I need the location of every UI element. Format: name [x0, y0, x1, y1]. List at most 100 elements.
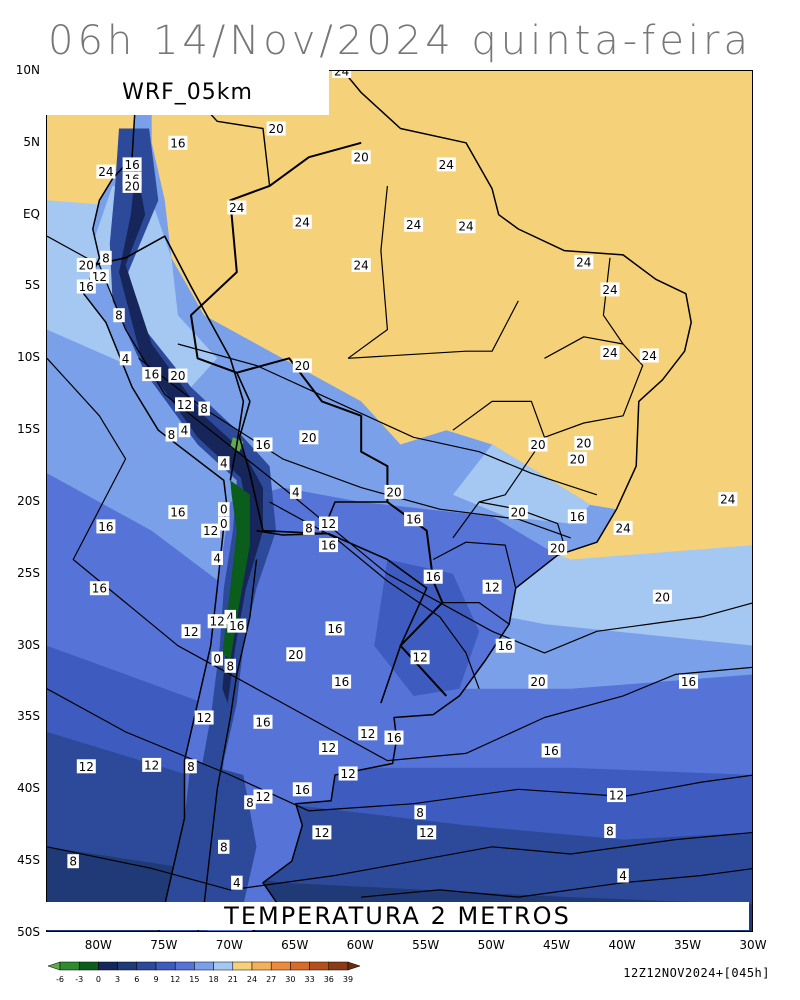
contour-label: 8: [198, 401, 210, 416]
contour-label-value: 4: [122, 352, 130, 366]
contour-label-bg: [613, 520, 633, 535]
longitude-label: 80W: [84, 938, 112, 952]
contour-label-value: 12: [144, 758, 159, 772]
contour-label-bg: [639, 348, 659, 363]
colorbar-tick-label: 21: [228, 975, 238, 984]
isotherm-16-inland: [269, 501, 480, 690]
land-warm-zone: [151, 71, 692, 510]
contour-label: 20: [266, 121, 286, 136]
colorbar-tick-label: -3: [75, 975, 83, 984]
contour-label: 24: [351, 258, 371, 273]
peru-border: [92, 235, 245, 481]
contour-label-value: 16: [386, 731, 401, 745]
isotherm-12-ocean: [47, 688, 752, 812]
contour-label-bg: [76, 279, 96, 294]
contour-label: 8: [185, 759, 197, 774]
contour-label-bg: [417, 825, 437, 840]
contour-label: 16: [567, 509, 587, 524]
longitude-label: 45W: [543, 938, 571, 952]
contour-label-value: 4: [220, 457, 228, 471]
contour-label: 4: [178, 423, 191, 438]
contour-label-value: 20: [170, 369, 185, 383]
contour-label-bg: [319, 538, 338, 553]
contour-label-value: 8: [606, 825, 614, 839]
contour-label-bg: [600, 345, 620, 360]
contour-label-bg: [253, 789, 273, 804]
contour-label-value: 8: [246, 796, 254, 810]
contour-label: 20: [299, 430, 319, 445]
contour-label: 12: [358, 726, 378, 741]
map-title: 06h 14/Nov/2024 quinta-feira: [48, 18, 752, 64]
contour-label: 8: [67, 854, 79, 869]
map-canvas: 2416202024162416202424242482024122416248…: [47, 71, 752, 931]
contour-label-value: 20: [79, 259, 94, 273]
contour-label-bg: [325, 621, 345, 636]
contour-label: 8: [224, 658, 236, 673]
contour-label-value: 16: [321, 539, 336, 553]
contour-label: 8: [100, 250, 112, 265]
contour-label: 12: [312, 825, 332, 840]
contour-label-bg: [119, 351, 132, 366]
contour-label-bg: [185, 759, 197, 774]
andes-high: [119, 164, 263, 704]
contour-label-bg: [142, 757, 162, 772]
contour-label-value: 12: [321, 517, 336, 531]
contour-label-bg: [600, 282, 620, 297]
colorbar-tick-label: 30: [285, 975, 295, 984]
contour-label-bg: [482, 579, 502, 594]
colorbar-swatch: [309, 961, 330, 971]
contour-label-value: 12: [340, 767, 355, 781]
contour-label-value: 8: [187, 760, 195, 774]
run-info: 12Z12NOV2024+[045h]: [623, 966, 770, 980]
contour-label-value: 4: [233, 876, 241, 890]
contour-label-value: 12: [419, 826, 434, 840]
temperature-colorbar: -6 -3 0 3 6 9 12 15 18 21 24 27 30 33 36 39: [47, 961, 361, 984]
contour-label-value: 12: [609, 789, 624, 803]
contour-label-bg: [181, 624, 201, 639]
contour-label-value: 16: [255, 438, 270, 452]
contour-label-bg: [211, 551, 223, 565]
contour-label-bg: [142, 367, 162, 382]
contour-label: 20: [548, 541, 568, 556]
colorbar-tick-label: 36: [324, 975, 334, 984]
contour-label-bg: [404, 217, 424, 232]
contour-label: 16: [495, 638, 515, 653]
contour-label: 8: [303, 520, 315, 535]
contour-label: 8: [218, 839, 230, 854]
contour-label-value: 0: [220, 503, 228, 517]
contour-label-value: 24: [98, 165, 113, 179]
contour-label-bg: [384, 484, 404, 499]
contour-label-value: 12: [321, 741, 336, 755]
contour-label: 16: [227, 618, 247, 633]
latitude-label: 5N: [23, 134, 40, 149]
contour-label-bg: [319, 516, 338, 531]
colorbar-tick-label: 0: [96, 975, 101, 984]
contour-label-bg: [299, 430, 319, 445]
contour-label-value: 8: [220, 840, 228, 854]
contour-label: 0: [218, 502, 230, 517]
contour-label: 4: [119, 351, 132, 366]
contour-label: 8: [113, 308, 125, 323]
latitude-label: 50S: [17, 924, 40, 939]
contour-label-bg: [96, 164, 116, 179]
para-mato-grosso-border: [348, 300, 519, 359]
colorbar-swatch: [155, 961, 176, 971]
contour-label-value: 24: [439, 158, 454, 172]
contour-label-bg: [541, 743, 561, 758]
contour-label: 20: [384, 484, 404, 499]
contour-label-value: 24: [642, 349, 657, 363]
contour-label-value: 20: [550, 542, 565, 556]
contour-label-value: 16: [295, 783, 310, 797]
contour-label-value: 8: [168, 428, 176, 442]
contour-label: 20: [508, 505, 528, 520]
contour-label-bg: [231, 875, 243, 890]
contour-label-value: 4: [181, 424, 189, 438]
contour-label-bg: [290, 484, 302, 499]
contour-label-bg: [218, 502, 230, 517]
contour-label-value: 16: [681, 675, 696, 689]
contour-label-value: 16: [327, 622, 342, 636]
latitude-label: 40S: [17, 781, 40, 796]
contour-label-bg: [384, 730, 404, 745]
contour-label-bg: [165, 427, 178, 442]
contour-label-bg: [67, 854, 79, 869]
